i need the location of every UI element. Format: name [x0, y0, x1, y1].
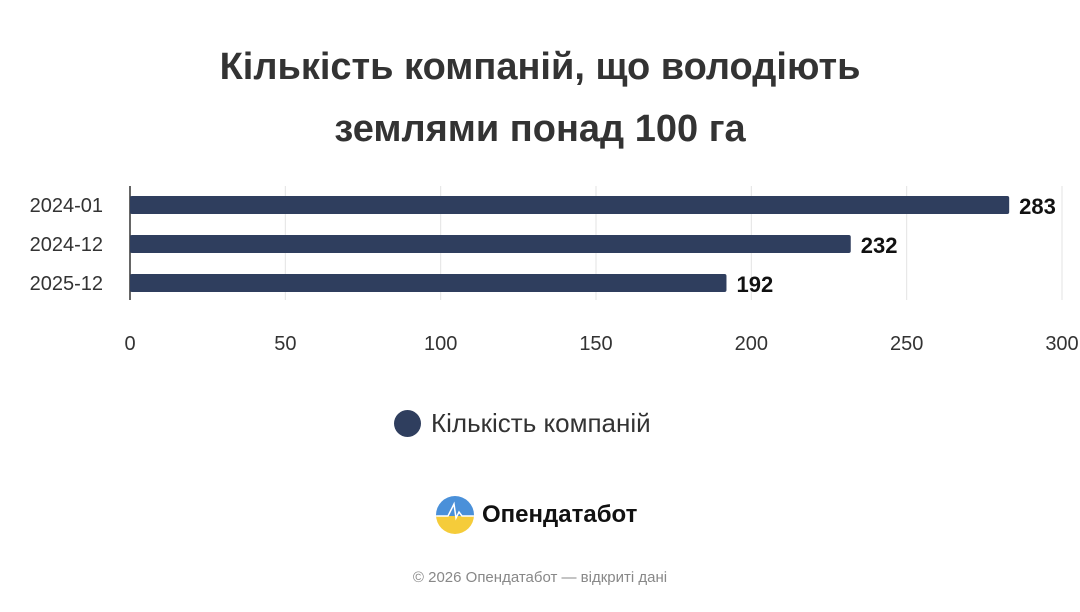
legend-marker: [394, 410, 421, 437]
y-tick-label: 2025-12: [30, 273, 103, 295]
opendatabot-logo-icon: [436, 496, 474, 534]
x-tick-label: 150: [579, 333, 612, 355]
x-tick-label: 200: [735, 333, 768, 355]
bar: [130, 196, 1010, 214]
x-tick-label: 250: [890, 333, 923, 355]
legend-label: Кількість компаній: [431, 408, 651, 438]
data-label: 232: [861, 233, 898, 258]
x-tick-label: 50: [274, 333, 296, 355]
y-tick-label: 2024-01: [30, 195, 103, 217]
legend[interactable]: Кількість компаній: [394, 408, 651, 439]
x-tick-label: 300: [1045, 333, 1078, 355]
bar-chart: 0 50 100 150 200 250 300 2024-01 283 2024-12 232 20…: [30, 186, 1079, 355]
x-tick-label: 100: [424, 333, 457, 355]
y-tick-label: 2024-12: [30, 234, 103, 256]
x-tick-label: 0: [124, 333, 135, 355]
brand-logo: Опендатабот: [436, 496, 637, 534]
logo-text: Опендатабот: [482, 501, 638, 528]
data-label: 192: [736, 272, 773, 297]
data-label: 283: [1019, 194, 1056, 219]
footer: © 2026 Опендатабот — відкриті дані: [412, 569, 668, 586]
bar: [130, 274, 727, 292]
chart-title-line-1: Кількість компаній, що володіють: [219, 46, 861, 88]
chart-title-line-2: землями понад 100 га: [334, 108, 746, 150]
bar: [130, 235, 851, 253]
